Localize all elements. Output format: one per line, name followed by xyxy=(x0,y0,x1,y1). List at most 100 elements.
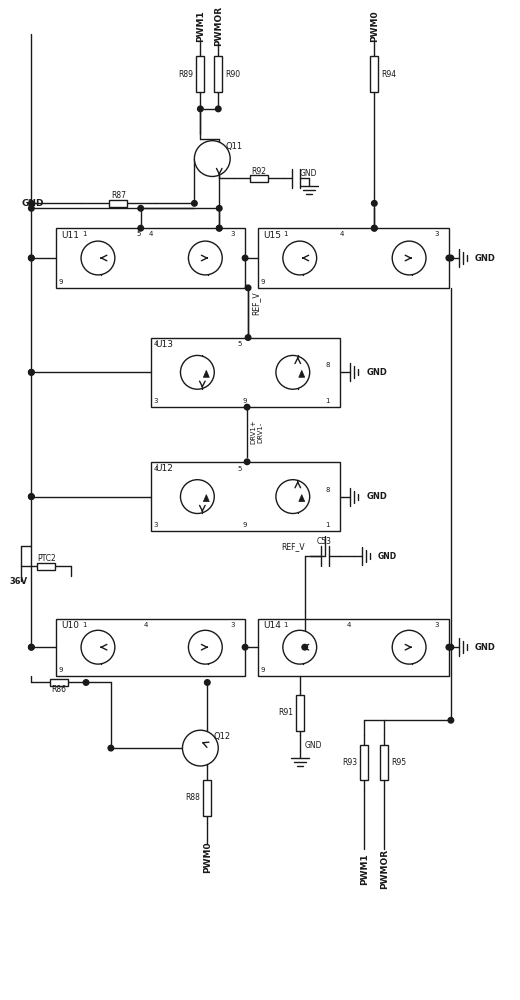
Text: 1: 1 xyxy=(326,398,330,404)
Text: PWM0: PWM0 xyxy=(370,11,379,42)
Bar xyxy=(258,228,449,288)
Circle shape xyxy=(216,225,222,231)
Circle shape xyxy=(392,630,426,664)
Text: R87: R87 xyxy=(111,191,126,200)
Text: 4: 4 xyxy=(149,231,153,237)
Text: 3: 3 xyxy=(231,622,236,628)
Bar xyxy=(197,56,204,92)
Bar xyxy=(203,780,211,816)
Text: 3: 3 xyxy=(435,622,439,628)
Bar xyxy=(50,679,68,686)
Text: 9: 9 xyxy=(261,279,265,285)
Circle shape xyxy=(448,717,453,723)
Text: 1: 1 xyxy=(82,231,86,237)
Circle shape xyxy=(83,680,89,685)
Text: PWM1: PWM1 xyxy=(360,854,369,885)
Text: 3: 3 xyxy=(153,398,158,404)
Text: R95: R95 xyxy=(391,758,406,767)
Circle shape xyxy=(138,206,144,211)
Circle shape xyxy=(188,241,222,275)
Text: U11: U11 xyxy=(61,231,79,240)
Text: PWMOR: PWMOR xyxy=(380,849,389,889)
Text: 5: 5 xyxy=(137,231,141,237)
Bar xyxy=(258,619,449,676)
Text: 9: 9 xyxy=(243,398,248,404)
Circle shape xyxy=(283,630,317,664)
Circle shape xyxy=(215,106,221,112)
Circle shape xyxy=(283,241,317,275)
Circle shape xyxy=(29,370,34,375)
Text: PWMOR: PWMOR xyxy=(214,6,223,46)
Circle shape xyxy=(446,644,452,650)
Text: Q11: Q11 xyxy=(226,142,243,151)
Text: 4: 4 xyxy=(346,622,350,628)
Polygon shape xyxy=(203,370,210,377)
Circle shape xyxy=(371,225,377,231)
Text: GND: GND xyxy=(300,169,318,178)
Bar xyxy=(380,745,388,780)
Bar xyxy=(370,56,378,92)
Circle shape xyxy=(194,141,230,176)
Text: PWM0: PWM0 xyxy=(203,842,212,873)
Text: GND: GND xyxy=(378,552,396,561)
Circle shape xyxy=(371,225,377,231)
Text: REF_V: REF_V xyxy=(251,291,260,315)
Circle shape xyxy=(29,644,34,650)
Circle shape xyxy=(392,241,426,275)
Circle shape xyxy=(276,480,310,513)
Circle shape xyxy=(204,680,210,685)
Circle shape xyxy=(29,370,34,375)
Text: 36V: 36V xyxy=(9,577,28,586)
Circle shape xyxy=(138,225,144,231)
Polygon shape xyxy=(299,495,305,502)
Text: GND: GND xyxy=(21,199,44,208)
Text: 1: 1 xyxy=(326,522,330,528)
Text: R86: R86 xyxy=(51,685,66,694)
Text: R93: R93 xyxy=(342,758,357,767)
Text: U14: U14 xyxy=(263,621,281,630)
Circle shape xyxy=(448,255,453,261)
Circle shape xyxy=(81,241,115,275)
Polygon shape xyxy=(203,495,210,502)
Circle shape xyxy=(245,335,251,340)
Circle shape xyxy=(183,730,218,766)
Text: R91: R91 xyxy=(278,708,293,717)
Text: GND: GND xyxy=(475,254,496,263)
Circle shape xyxy=(216,225,222,231)
Circle shape xyxy=(29,206,34,211)
Text: 3: 3 xyxy=(153,522,158,528)
Text: GND: GND xyxy=(305,741,322,750)
Circle shape xyxy=(448,644,453,650)
Text: R88: R88 xyxy=(186,793,200,802)
Circle shape xyxy=(29,494,34,499)
Bar xyxy=(296,695,304,731)
Bar xyxy=(214,56,222,92)
Text: GND: GND xyxy=(367,368,387,377)
Text: DRV1+: DRV1+ xyxy=(250,420,256,444)
Circle shape xyxy=(191,201,197,206)
Text: 3: 3 xyxy=(231,231,236,237)
Text: U13: U13 xyxy=(155,340,174,349)
Circle shape xyxy=(180,480,214,513)
Text: 1: 1 xyxy=(283,622,288,628)
Text: 1: 1 xyxy=(283,231,288,237)
Text: 5: 5 xyxy=(238,466,242,472)
Circle shape xyxy=(216,206,222,211)
Circle shape xyxy=(29,201,34,206)
Text: U10: U10 xyxy=(61,621,79,630)
Text: 4: 4 xyxy=(153,466,158,472)
Circle shape xyxy=(242,644,248,650)
Polygon shape xyxy=(299,370,305,377)
Circle shape xyxy=(29,255,34,261)
Text: PWM1: PWM1 xyxy=(196,11,205,42)
Text: R94: R94 xyxy=(381,70,396,79)
Text: 8: 8 xyxy=(326,362,330,368)
Bar xyxy=(151,338,340,407)
Text: 4: 4 xyxy=(340,231,344,237)
Circle shape xyxy=(245,285,251,291)
Circle shape xyxy=(302,644,307,650)
Text: GND: GND xyxy=(367,492,387,501)
Circle shape xyxy=(188,630,222,664)
Bar xyxy=(56,228,245,288)
Text: R89: R89 xyxy=(178,70,193,79)
